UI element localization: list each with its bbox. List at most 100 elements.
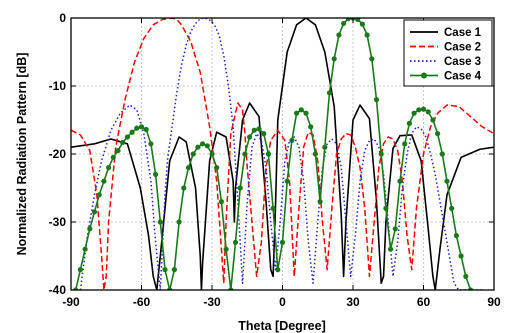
data-point <box>336 32 342 38</box>
legend-label-case-3: Case 3 <box>444 56 481 68</box>
data-point <box>402 141 408 147</box>
axes: -90 -60 -30 0 30 60 90 0 -10 -20 -30 -40 <box>49 11 501 309</box>
data-point <box>190 151 196 157</box>
data-point <box>157 219 163 225</box>
x-tick-label: 0 <box>279 295 286 309</box>
y-tick-label: -10 <box>49 79 67 93</box>
data-point <box>397 178 403 184</box>
data-point <box>87 226 93 232</box>
data-point <box>251 127 257 133</box>
data-point <box>463 273 469 279</box>
x-tick-label: -30 <box>203 295 221 309</box>
data-point <box>171 267 177 273</box>
data-point <box>284 178 290 184</box>
x-tick-label: -60 <box>133 295 151 309</box>
data-point <box>279 239 286 245</box>
data-point <box>247 134 253 140</box>
data-point <box>106 165 112 171</box>
data-point <box>453 233 459 239</box>
legend-label-case-2: Case 2 <box>444 42 481 54</box>
data-point <box>261 131 267 137</box>
data-point <box>392 226 398 232</box>
x-axis-title: Theta [Degree] <box>238 319 326 333</box>
data-point <box>294 110 300 116</box>
data-point <box>77 267 83 273</box>
x-tick-label: 90 <box>487 295 501 309</box>
data-point <box>345 18 351 22</box>
data-point <box>308 124 314 130</box>
data-point <box>138 124 145 130</box>
data-point <box>162 267 168 273</box>
data-point <box>275 267 281 273</box>
data-point <box>289 137 295 143</box>
data-point <box>232 239 239 245</box>
data-point <box>214 165 220 171</box>
data-point <box>355 18 361 22</box>
data-point <box>265 151 271 157</box>
data-point <box>218 199 224 205</box>
data-point <box>223 246 229 252</box>
data-point <box>364 32 370 38</box>
data-point <box>359 21 365 27</box>
x-tick-label: 30 <box>346 295 360 309</box>
data-point <box>91 209 98 215</box>
data-point <box>326 90 333 96</box>
data-point <box>256 126 262 132</box>
data-point <box>101 178 107 184</box>
data-point <box>148 141 154 147</box>
data-point <box>115 148 121 154</box>
data-point <box>322 144 328 150</box>
data-point <box>388 246 394 252</box>
y-tick-label: -40 <box>49 283 67 297</box>
data-point <box>435 131 441 137</box>
data-point <box>120 139 126 146</box>
data-point <box>96 192 102 198</box>
data-point <box>82 246 88 252</box>
data-point <box>209 151 215 157</box>
data-point <box>200 141 206 147</box>
data-point <box>124 134 130 140</box>
data-point <box>449 205 455 211</box>
data-point <box>373 97 380 103</box>
data-point <box>185 165 192 171</box>
data-point <box>369 56 375 62</box>
data-point <box>430 117 436 123</box>
data-point <box>181 185 187 191</box>
data-point <box>425 109 431 115</box>
data-point <box>378 151 384 157</box>
data-point <box>204 143 210 149</box>
series-line-case-3 <box>79 18 483 290</box>
data-point <box>317 199 323 205</box>
legend-label-case-4: Case 4 <box>444 71 482 83</box>
data-point <box>312 151 318 157</box>
data-point <box>406 120 412 126</box>
data-point <box>416 107 422 113</box>
data-point <box>458 253 464 259</box>
data-point <box>242 151 248 157</box>
data-point <box>195 144 201 150</box>
data-point <box>439 151 445 157</box>
x-tick-label: -90 <box>62 295 80 309</box>
y-axis-title: Normalized Radiation Pattern [dB] <box>15 53 29 256</box>
data-point <box>237 185 243 191</box>
data-point <box>143 126 149 133</box>
y-tick-label: 0 <box>59 11 66 25</box>
data-point <box>298 107 304 113</box>
legend-label-case-1: Case 1 <box>444 27 482 39</box>
data-point <box>420 106 427 112</box>
data-point <box>444 178 450 184</box>
legend-marker-case-4 <box>421 72 427 79</box>
series-group <box>71 18 494 290</box>
x-tick-label: 60 <box>417 295 431 309</box>
data-point <box>110 154 116 160</box>
data-point <box>153 171 159 177</box>
data-point <box>383 205 389 211</box>
legend: Case 1 Case 2 Case 3 Case 4 <box>403 19 493 87</box>
y-tick-label: -20 <box>49 147 67 161</box>
data-point <box>341 20 347 27</box>
y-tick-label: -30 <box>49 215 67 229</box>
data-point <box>331 56 337 62</box>
data-point <box>303 110 309 116</box>
